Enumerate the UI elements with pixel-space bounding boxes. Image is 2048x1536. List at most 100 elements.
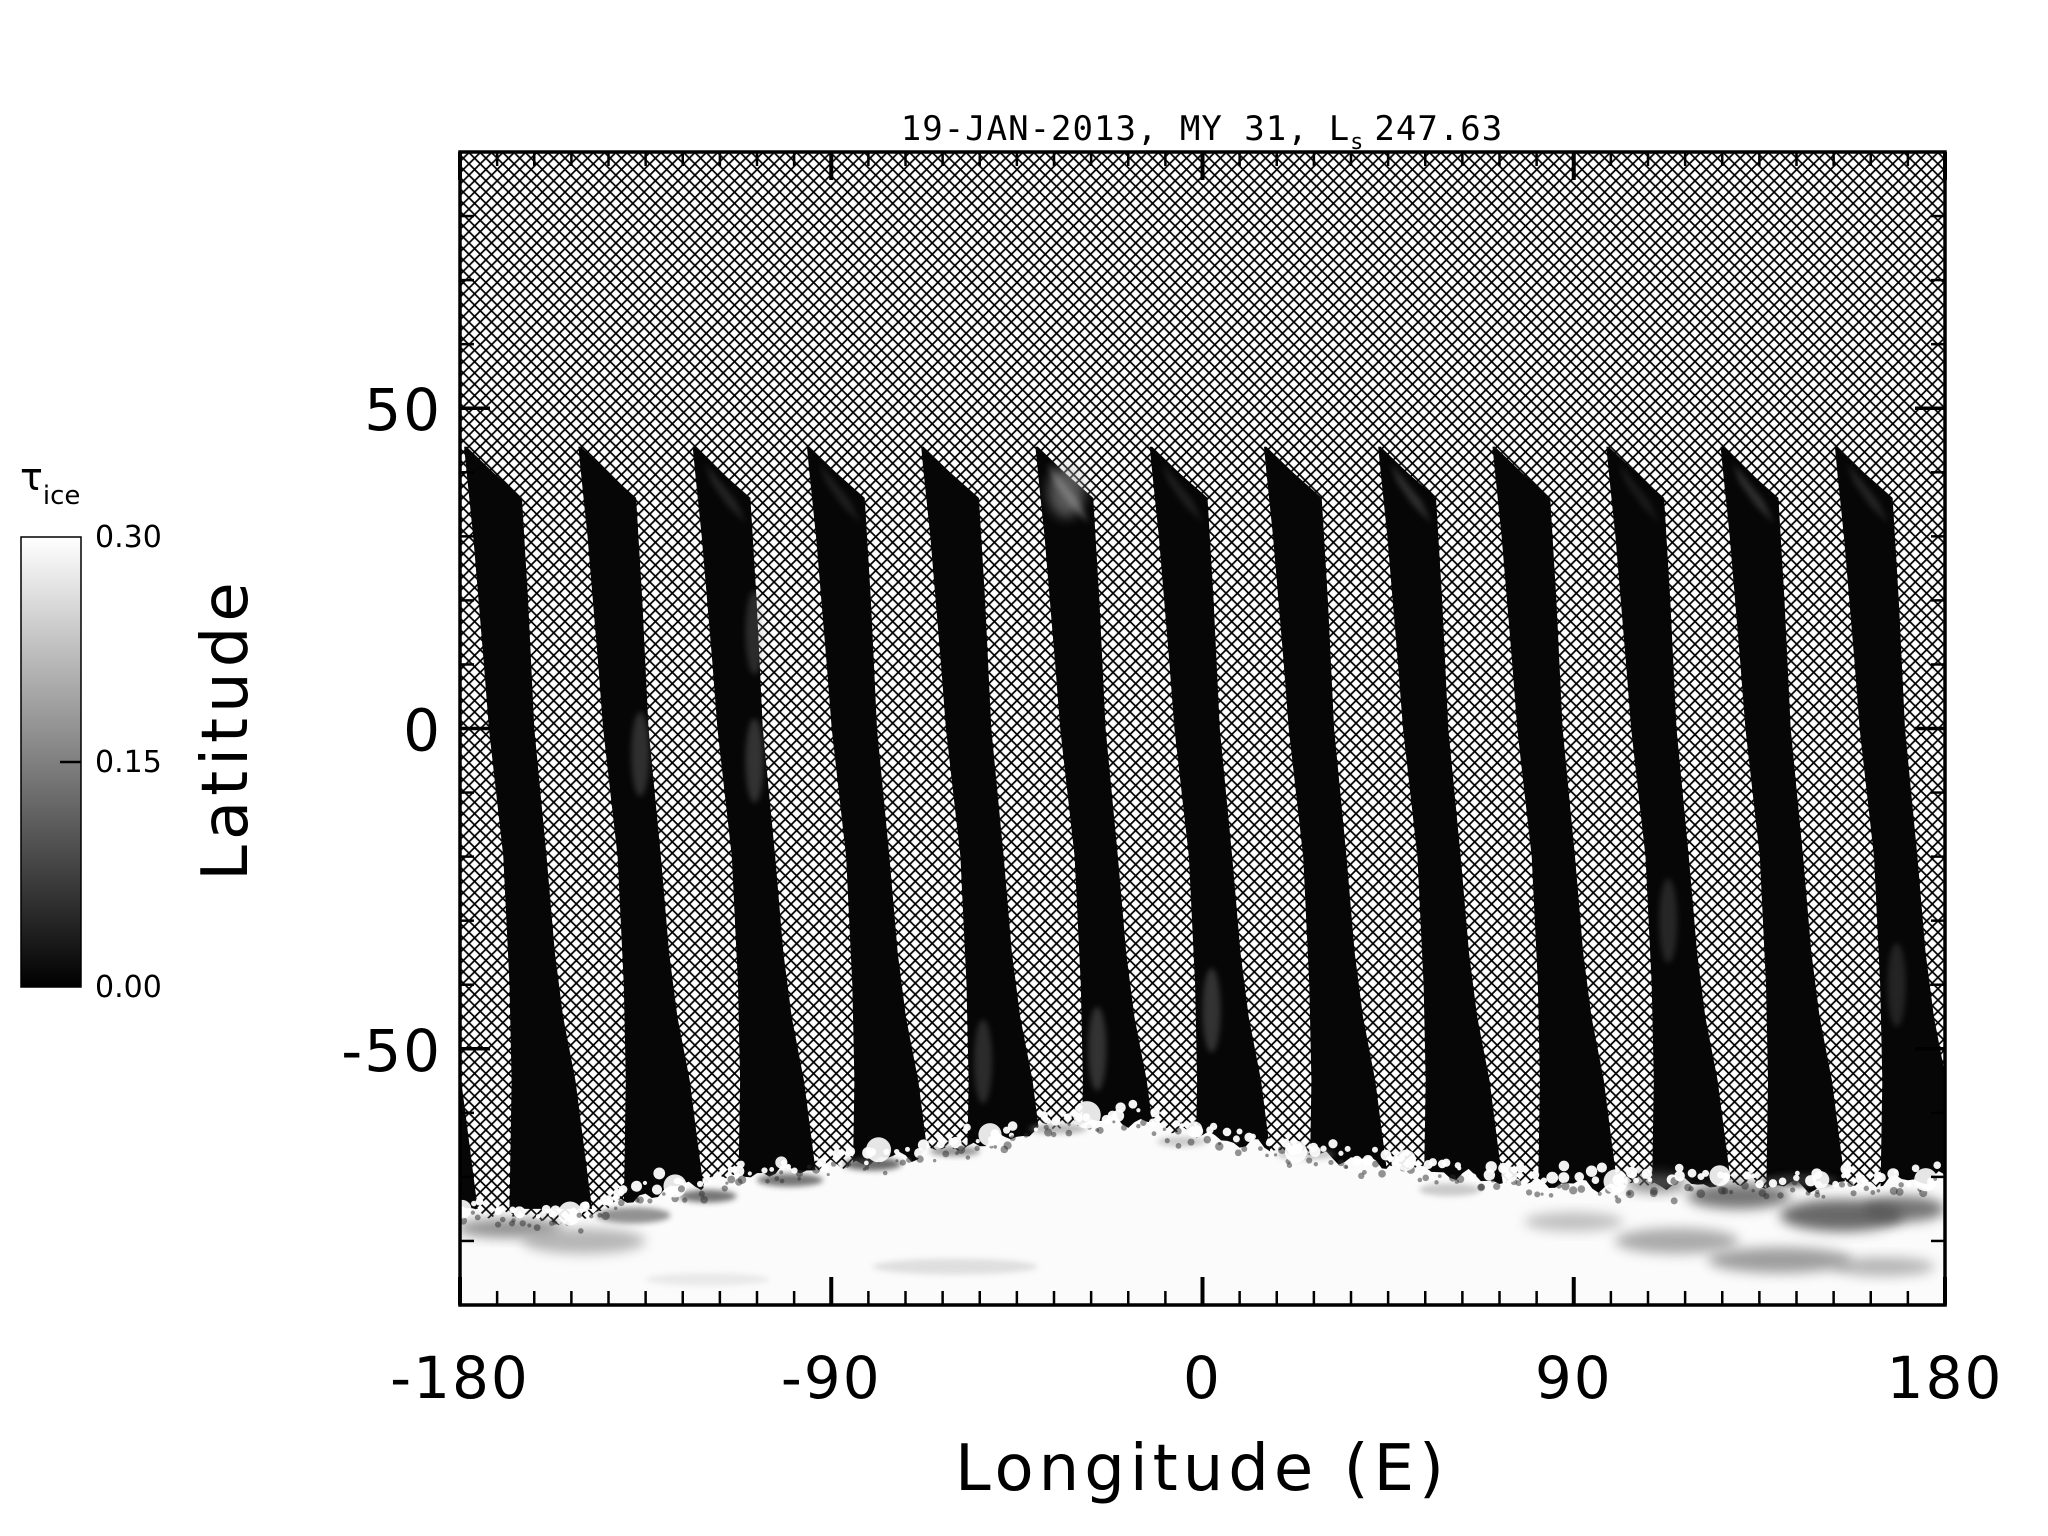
cap-streak: [678, 1189, 737, 1203]
speckle-white: [541, 1204, 551, 1214]
speckle-dark: [906, 1157, 912, 1163]
speckle-white: [1723, 1174, 1731, 1181]
tip-cloud: [1618, 462, 1660, 524]
speckle-dark: [1696, 1189, 1706, 1198]
speckle-dark: [1378, 1170, 1386, 1178]
speckle-white: [1249, 1133, 1256, 1140]
speckle-dark: [1067, 1122, 1071, 1126]
speckle-white: [718, 1170, 724, 1175]
speckle-dark: [578, 1228, 584, 1234]
orbit-swaths: [460, 446, 2048, 1209]
speckle-dark: [576, 1212, 582, 1218]
tip-cloud: [1733, 462, 1775, 524]
speckle-dark: [942, 1150, 950, 1158]
speckle-white: [987, 1136, 995, 1143]
speckle-white: [1832, 1180, 1839, 1188]
speckle-dark: [1615, 1197, 1622, 1204]
plot-title-ls-sub: s: [1350, 130, 1364, 155]
speckle-white: [1236, 1128, 1243, 1135]
speckle-dark: [1313, 1161, 1319, 1167]
speckle-dark: [519, 1220, 526, 1227]
speckle-dark: [826, 1172, 830, 1177]
speckle-dark: [1597, 1191, 1602, 1196]
speckle-dark: [1449, 1174, 1457, 1182]
speckle-dark: [1162, 1127, 1167, 1132]
speckle-dark: [1540, 1192, 1544, 1196]
speckle-white: [642, 1180, 648, 1186]
speckle-white: [1558, 1172, 1570, 1184]
speckle-dark: [1763, 1193, 1770, 1200]
speckle-white: [1558, 1160, 1570, 1172]
speckle-finger: [1501, 1166, 1518, 1183]
speckle-dark: [1751, 1188, 1755, 1193]
speckle-white: [1232, 1135, 1240, 1143]
speckle-dark: [618, 1199, 625, 1207]
speckle-dark: [1515, 1180, 1522, 1187]
plot-title-ls: L: [1329, 109, 1350, 149]
cap-streak: [1419, 1183, 1481, 1197]
cap-streak: [1707, 1247, 1853, 1273]
colorbar-tick-label: 0.00: [95, 970, 162, 1005]
speckle-white: [1674, 1170, 1685, 1182]
speckle-white: [1933, 1161, 1941, 1169]
speckle-dark: [1895, 1188, 1904, 1196]
speckle-dark: [533, 1224, 541, 1231]
speckle-dark: [1525, 1189, 1533, 1196]
speckle-white: [779, 1165, 784, 1170]
speckle-finger: [1186, 1121, 1203, 1138]
speckle-dark: [727, 1175, 736, 1184]
speckle-white: [904, 1146, 910, 1152]
speckle-dark: [613, 1206, 618, 1210]
speckle-dark: [1003, 1141, 1012, 1150]
speckle-white: [1344, 1145, 1351, 1152]
speckle-dark: [779, 1178, 785, 1184]
speckle-white: [1136, 1108, 1141, 1113]
speckle-dark: [1164, 1138, 1170, 1144]
speckle-white: [1596, 1162, 1607, 1173]
speckle-dark: [1577, 1185, 1586, 1193]
swath-3: [806, 446, 935, 1209]
speckle-finger: [1284, 1140, 1308, 1163]
speckle-dark: [1437, 1174, 1442, 1178]
speckle-dark: [681, 1197, 688, 1203]
speckle-dark: [1863, 1185, 1870, 1192]
speckle-white: [1515, 1163, 1526, 1173]
swath-8: [1378, 446, 1507, 1209]
speckle-white: [603, 1195, 614, 1206]
speckle-dark: [1358, 1172, 1365, 1180]
speckle-dark: [499, 1216, 506, 1223]
swath-wisp: [1088, 1006, 1107, 1091]
x-tick-label: 180: [1887, 1344, 2004, 1412]
speckle-white: [893, 1148, 900, 1155]
colorbar-tick-label: 0.15: [95, 745, 162, 780]
speckle-white: [733, 1165, 745, 1177]
cap-streak: [1157, 1136, 1207, 1147]
speckle-white: [1906, 1182, 1912, 1188]
speckle-white: [727, 1166, 735, 1173]
colorbar-title-subscript: ice: [43, 481, 81, 511]
speckle-dark: [1023, 1132, 1029, 1138]
speckle-white: [1485, 1161, 1497, 1173]
tip-clouds: [631, 462, 1906, 1104]
swath-0: [1949, 447, 2048, 1209]
speckle-white: [1338, 1150, 1344, 1156]
speckle-dark: [1258, 1146, 1263, 1151]
plot-title: 19-JAN-2013, MY 31, Ls 247.63: [901, 109, 1504, 155]
speckle-finger: [1709, 1165, 1731, 1187]
speckle-dark: [1805, 1190, 1811, 1196]
speckle-dark: [1548, 1193, 1554, 1198]
speckle-dark: [1777, 1192, 1784, 1199]
speckle-white: [1755, 1180, 1764, 1189]
speckle-white: [747, 1171, 752, 1176]
speckle-dark: [916, 1155, 924, 1163]
plot-title-ls-value: 247.63: [1374, 109, 1503, 149]
speckle-dark: [737, 1175, 747, 1185]
speckle-dark: [1454, 1179, 1459, 1184]
speckle-dark: [1790, 1187, 1796, 1193]
speckle-dark: [1151, 1131, 1157, 1137]
speckle-dark: [806, 1164, 812, 1170]
speckle-dark: [1876, 1188, 1881, 1193]
speckle-finger: [866, 1137, 892, 1163]
speckle-dark: [1187, 1138, 1195, 1146]
tip-cloud: [1847, 462, 1889, 524]
